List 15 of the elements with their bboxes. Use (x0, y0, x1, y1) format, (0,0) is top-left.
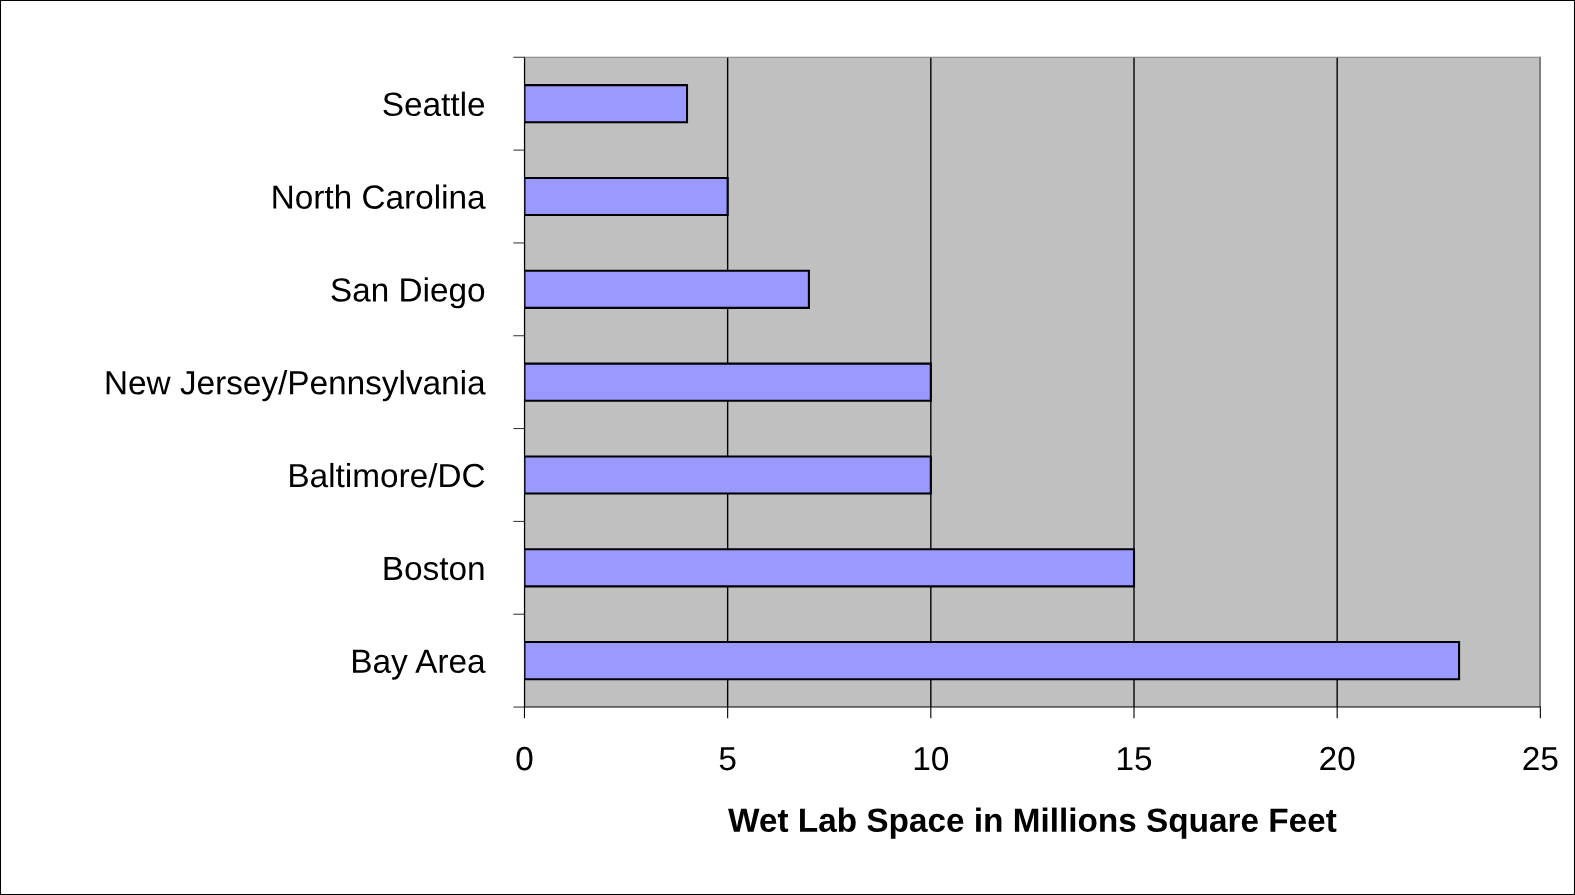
y-tick-label: North Carolina (273, 184, 486, 209)
y-tick-label: New Jersey/Pennsylvania (106, 370, 486, 402)
x-tick-label: 20 (1320, 746, 1355, 771)
x-tick-label: 25 (1523, 746, 1558, 771)
x-tick-label: 15 (1118, 747, 1152, 771)
bar (524, 84, 689, 124)
y-tick-label: Bay Area (353, 649, 486, 680)
x-tick-label: 10 (914, 746, 949, 771)
x-tick-label: 5 (719, 747, 736, 771)
y-tick-label: Seattle (383, 91, 485, 117)
x-axis-title: Wet Lab Space in Millions Square Feet (728, 807, 1337, 839)
y-tick-label: Boston (384, 556, 484, 581)
y-tick-label: Baltimore/DC (290, 462, 485, 488)
y-tick-label: San Diego (331, 277, 485, 309)
x-tick-label: 0 (516, 746, 533, 771)
